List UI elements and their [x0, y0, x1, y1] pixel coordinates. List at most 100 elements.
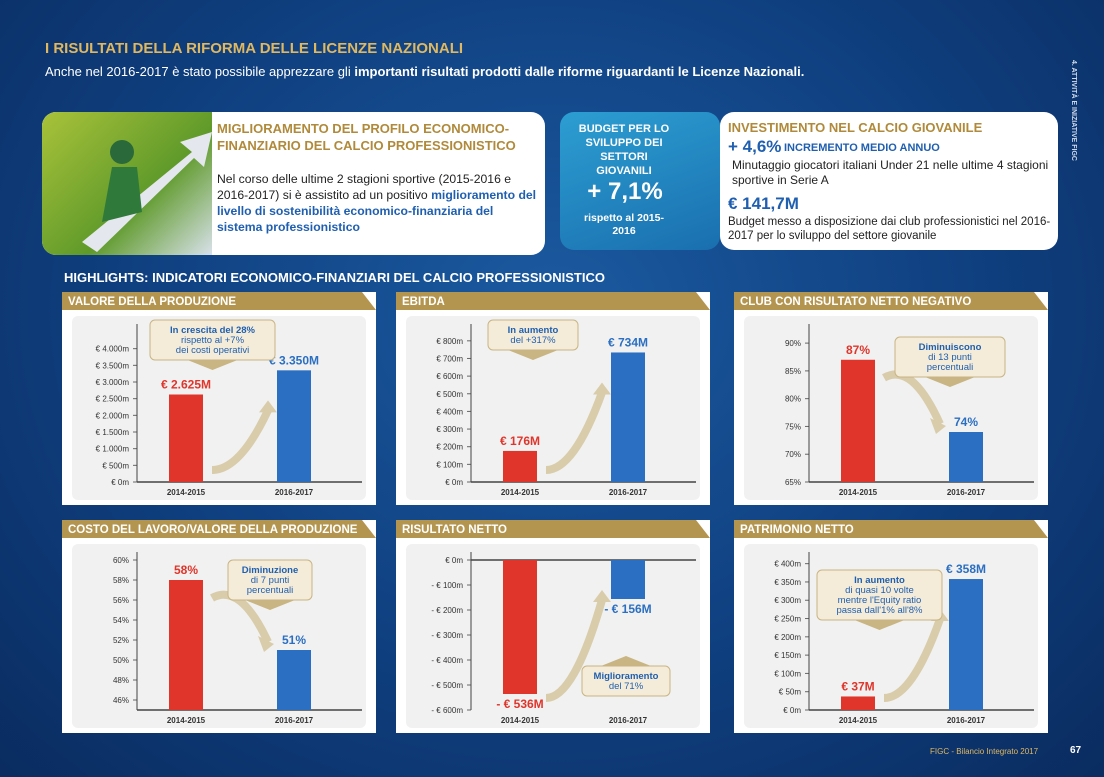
y-tick-label: € 250m	[774, 615, 801, 624]
annotation-text: In aumento	[854, 575, 905, 586]
subtitle: Anche nel 2016-2017 è stato possibile ap…	[45, 64, 804, 79]
chart: COSTO DEL LAVORO/VALORE DELLA PRODUZIONE…	[62, 520, 376, 733]
investment-title: INVESTIMENTO NEL CALCIO GIOVANILE	[728, 120, 983, 135]
y-tick-label: € 300m	[774, 596, 801, 605]
y-tick-label: € 3.500m	[96, 361, 130, 370]
profile-panel: MIGLIORAMENTO DEL PROFILO ECONOMICO-FINA…	[42, 112, 545, 255]
bar	[611, 352, 645, 482]
annotation-text: dei costi operativi	[176, 345, 249, 356]
annotation-text: percentuali	[927, 362, 973, 373]
y-tick-label: 70%	[785, 450, 801, 459]
chart: VALORE DELLA PRODUZIONE € 0m € 500m € 1.000…	[62, 292, 376, 505]
y-tick-label: € 300m	[436, 425, 463, 434]
y-tick-label: € 2.500m	[96, 395, 130, 404]
value-label: € 3.350M	[269, 353, 319, 367]
y-tick-label: - € 200m	[431, 606, 463, 615]
annotation-pointer	[187, 360, 238, 370]
panel-bold: miglioramento del livello di sostenibili…	[217, 188, 537, 234]
annotation-pointer	[601, 656, 651, 666]
y-tick-label: € 100m	[774, 669, 801, 678]
annotation-text: Miglioramento	[594, 671, 659, 682]
chart-title: VALORE DELLA PRODUZIONE	[68, 296, 236, 308]
arrow	[211, 408, 272, 474]
budget-title: BUDGET PER LO SVILUPPO DEI SETTORI GIOVA…	[578, 123, 670, 177]
x-tick-label: 2016-2017	[275, 716, 314, 725]
budget-panel: BUDGET PER LO SVILUPPO DEI SETTORI GIOVA…	[560, 112, 720, 250]
title-bar	[62, 292, 376, 310]
y-tick-label: € 0m	[445, 556, 463, 565]
title-bar	[396, 292, 710, 310]
value-label: - € 536M	[496, 697, 543, 711]
y-tick-label: € 100m	[436, 460, 463, 469]
page-title: I RISULTATI DELLA RIFORMA DELLE LICENZE …	[45, 40, 464, 57]
y-tick-label: 75%	[785, 422, 801, 431]
investment-panel: INVESTIMENTO NEL CALCIO GIOVANILE + 4,6%…	[720, 112, 1058, 250]
x-tick-label: 2014-2015	[167, 716, 206, 725]
y-tick-label: 85%	[785, 367, 801, 376]
value-label: € 2.625M	[161, 378, 211, 392]
x-tick-label: 2016-2017	[947, 716, 986, 725]
chart: EBITDA € 0m € 100m € 200m € 300m € 400m € 500m…	[396, 292, 710, 505]
chart-title: EBITDA	[402, 296, 445, 308]
y-tick-label: 46%	[113, 696, 129, 705]
bar	[503, 560, 537, 694]
bar	[949, 579, 983, 710]
annotation-text: In aumento	[508, 325, 559, 336]
arrow	[883, 617, 944, 702]
y-tick-label: € 500m	[436, 390, 463, 399]
title-bar	[396, 520, 710, 538]
x-tick-label: 2014-2015	[167, 488, 206, 497]
y-tick-label: € 0m	[783, 706, 801, 715]
value-label: € 358M	[946, 562, 986, 576]
x-tick-label: 2014-2015	[501, 716, 540, 725]
value-label: € 734M	[608, 335, 648, 349]
bar	[841, 696, 875, 710]
annotation-text: Diminuzione	[242, 565, 298, 576]
annotation-text: del +317%	[510, 335, 556, 346]
bar	[611, 560, 645, 599]
bar	[277, 370, 311, 482]
page-number: 67	[1070, 745, 1082, 756]
y-tick-label: € 3.000m	[96, 378, 130, 387]
highlights-title: HIGHLIGHTS: INDICATORI ECONOMICO-FINANZI…	[64, 270, 605, 285]
panel-title: MIGLIORAMENTO DEL PROFILO ECONOMICO-FINA…	[217, 121, 516, 153]
y-tick-label: 54%	[113, 616, 129, 625]
value-label: 58%	[174, 563, 198, 577]
arrow	[545, 598, 606, 702]
y-tick-label: € 800m	[436, 337, 463, 346]
x-tick-label: 2016-2017	[947, 488, 986, 497]
annotation-text: di quasi 10 volte	[845, 585, 914, 596]
y-tick-label: € 400m	[436, 407, 463, 416]
chart-title: COSTO DEL LAVORO/VALORE DELLA PRODUZIONE	[68, 524, 358, 536]
chart: PATRIMONIO NETTO € 0m € 50m € 100m € 150m € 2…	[734, 520, 1048, 733]
x-tick-label: 2014-2015	[839, 488, 878, 497]
y-tick-label: 56%	[113, 596, 129, 605]
x-tick-label: 2016-2017	[275, 488, 314, 497]
title-bar	[734, 520, 1048, 538]
chart-title: PATRIMONIO NETTO	[740, 524, 854, 536]
arrow	[545, 391, 606, 474]
y-tick-label: € 50m	[779, 688, 802, 697]
panel-text: Nel corso delle ultime 2 stagioni sporti…	[217, 171, 537, 235]
annotation-pointer	[854, 620, 905, 630]
arrow-head	[930, 418, 946, 434]
y-tick-label: - € 300m	[431, 631, 463, 640]
y-tick-label: € 150m	[774, 651, 801, 660]
chart-title: RISULTATO NETTO	[402, 524, 507, 536]
arrow-head	[259, 400, 277, 413]
annotation-text: di 7 punti	[251, 575, 290, 586]
panel-body: Nel corso delle ultime 2 stagioni sporti…	[217, 172, 512, 202]
value-label: € 176M	[500, 434, 540, 448]
arrow-head	[593, 590, 611, 602]
y-tick-label: 60%	[113, 556, 129, 565]
y-tick-label: € 700m	[436, 354, 463, 363]
stat: + 4,6%	[728, 137, 782, 156]
subtitle-bold: importanti risultati prodotti dalle rifo…	[354, 64, 805, 79]
x-tick-label: 2016-2017	[609, 716, 648, 725]
arrow-head	[258, 636, 274, 652]
y-tick-label: € 0m	[111, 478, 129, 487]
title-bar	[734, 292, 1048, 310]
y-tick-label: € 2.000m	[96, 411, 130, 420]
budget-note: rispetto al 2015-2016	[584, 212, 664, 237]
y-tick-label: - € 100m	[431, 581, 463, 590]
